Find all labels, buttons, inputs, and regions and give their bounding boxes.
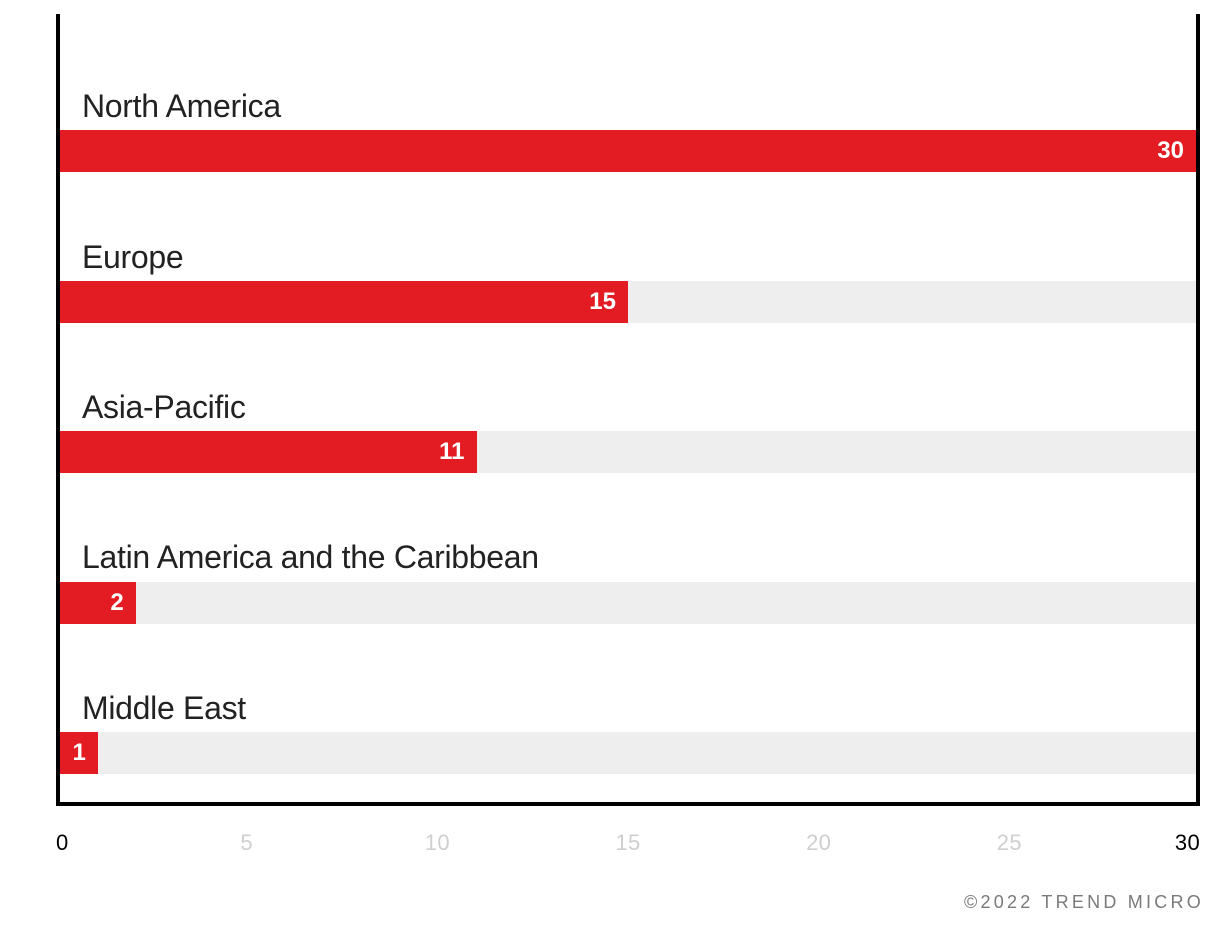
- bar: 30: [60, 130, 1196, 172]
- bar-row: Europe 15: [60, 172, 1196, 322]
- category-label: North America: [60, 89, 1196, 124]
- x-tick: 10: [425, 830, 450, 856]
- x-tick: 25: [997, 830, 1022, 856]
- x-tick: 20: [806, 830, 831, 856]
- bar-chart: North America 30 Europe 15 Asia-Pacific …: [56, 14, 1200, 806]
- category-label: Asia-Pacific: [60, 390, 1196, 425]
- x-tick: 15: [615, 830, 640, 856]
- bar: 1: [60, 732, 98, 774]
- chart-container: North America 30 Europe 15 Asia-Pacific …: [0, 0, 1228, 931]
- bar-track: 1: [60, 732, 1196, 774]
- bar: 2: [60, 582, 136, 624]
- bar-row: Middle East 1: [60, 624, 1196, 774]
- bar-track: 2: [60, 582, 1196, 624]
- bar-track: 11: [60, 431, 1196, 473]
- bar-track: 15: [60, 281, 1196, 323]
- bar-track: 30: [60, 130, 1196, 172]
- category-label: Europe: [60, 240, 1196, 275]
- bar-value: 30: [1157, 137, 1184, 165]
- bar-value: 15: [589, 288, 616, 316]
- bar-row: Asia-Pacific 11: [60, 323, 1196, 473]
- bar-value: 1: [73, 739, 86, 767]
- x-tick: 5: [240, 830, 253, 856]
- bar: 15: [60, 281, 628, 323]
- category-label: Middle East: [60, 691, 1196, 726]
- category-label: Latin America and the Caribbean: [60, 540, 1196, 575]
- bar-value: 2: [110, 589, 123, 617]
- bar-value: 11: [439, 438, 464, 466]
- bar: 11: [60, 431, 477, 473]
- x-tick: 30: [1175, 830, 1200, 856]
- bar-row: Latin America and the Caribbean 2: [60, 473, 1196, 623]
- x-axis-ticks: 0 5 10 15 20 25 30: [56, 830, 1200, 866]
- x-tick: 0: [56, 830, 69, 856]
- bar-row: North America 30: [60, 22, 1196, 172]
